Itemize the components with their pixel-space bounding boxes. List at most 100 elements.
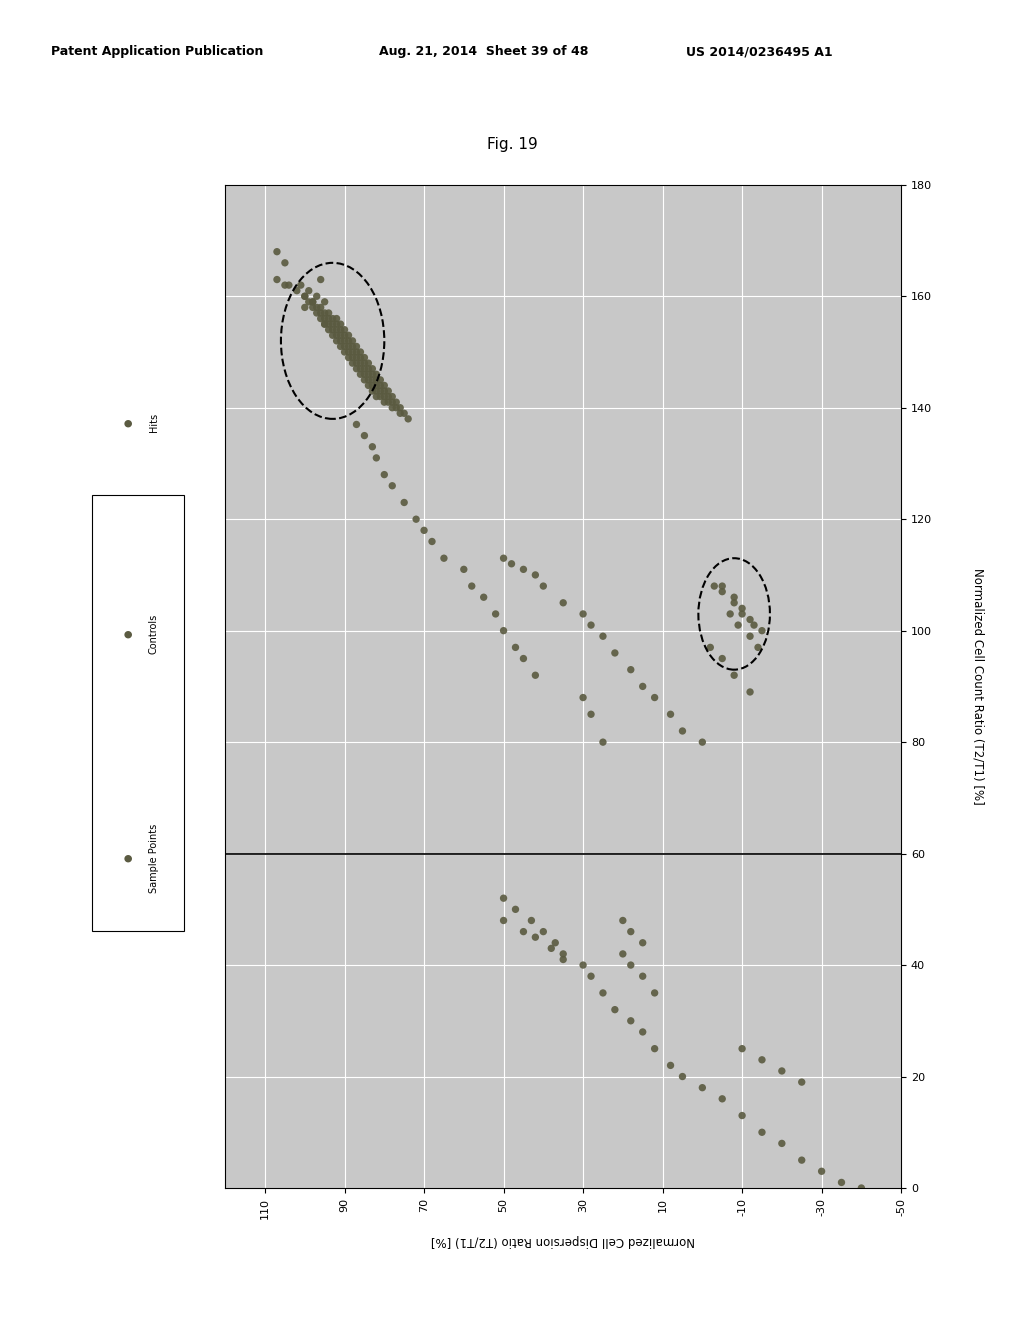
Point: [527, 565, 544, 586]
Point: [304, 297, 321, 318]
Point: [308, 302, 325, 323]
Point: [380, 385, 396, 407]
Text: ●: ●: [123, 418, 133, 426]
Point: [741, 626, 758, 647]
Point: [333, 325, 349, 346]
Point: [754, 620, 770, 642]
Point: [329, 314, 345, 335]
Point: [614, 909, 631, 931]
Point: [308, 285, 325, 306]
Point: [754, 1122, 770, 1143]
Point: [392, 397, 409, 418]
Point: [623, 1010, 639, 1031]
Point: [741, 609, 758, 630]
Point: [301, 280, 317, 301]
Point: [372, 380, 388, 401]
Point: [496, 887, 512, 908]
Point: [348, 347, 365, 368]
Point: [496, 548, 512, 569]
Point: [464, 576, 480, 597]
Text: US 2014/0236495 A1: US 2014/0236495 A1: [686, 45, 833, 58]
Point: [344, 342, 360, 363]
Point: [794, 1072, 810, 1093]
Point: [316, 308, 333, 329]
Text: Sample Points: Sample Points: [148, 824, 159, 892]
Point: [635, 932, 651, 953]
Point: [595, 626, 611, 647]
Point: [348, 414, 365, 436]
Text: Controls: Controls: [133, 750, 141, 787]
Point: [321, 308, 337, 329]
Point: [369, 385, 385, 407]
Point: [369, 380, 385, 401]
Point: [496, 909, 512, 931]
Point: [496, 620, 512, 642]
Point: [376, 465, 392, 486]
Point: [304, 292, 321, 313]
Point: [336, 319, 352, 341]
Point: [325, 319, 341, 341]
Point: [574, 603, 591, 624]
Point: [754, 1049, 770, 1071]
Point: [340, 335, 356, 356]
Point: [293, 275, 309, 296]
Point: [333, 330, 349, 351]
Point: [336, 330, 352, 351]
Point: [325, 325, 341, 346]
Point: [574, 686, 591, 708]
Point: [308, 297, 325, 318]
Point: [408, 508, 424, 529]
Point: [555, 593, 571, 614]
Y-axis label: Normalized Cell Count Ratio (T2/T1) [%]: Normalized Cell Count Ratio (T2/T1) [%]: [972, 568, 985, 805]
Point: [336, 325, 352, 346]
Point: [663, 1055, 679, 1076]
Point: [356, 370, 373, 391]
Point: [340, 347, 356, 368]
Point: [376, 380, 392, 401]
Point: [515, 921, 531, 942]
Point: [536, 576, 552, 597]
Point: [376, 392, 392, 413]
Text: Patent Application Publication: Patent Application Publication: [51, 45, 263, 58]
Point: [487, 603, 504, 624]
Point: [304, 292, 321, 313]
Point: [325, 314, 341, 335]
Point: [360, 370, 377, 391]
Point: [424, 531, 440, 552]
Text: Aug. 21, 2014  Sheet 39 of 48: Aug. 21, 2014 Sheet 39 of 48: [379, 45, 588, 58]
Point: [623, 954, 639, 975]
Point: [365, 380, 381, 401]
Point: [365, 436, 381, 457]
Point: [583, 704, 599, 725]
Point: [333, 314, 349, 335]
Point: [507, 636, 523, 657]
Point: [574, 954, 591, 975]
Point: [329, 330, 345, 351]
Point: [344, 335, 360, 356]
Point: [276, 275, 293, 296]
Point: [297, 285, 313, 306]
Point: [336, 335, 352, 356]
Point: [333, 319, 349, 341]
Point: [527, 927, 544, 948]
Point: [372, 375, 388, 396]
Point: [646, 982, 663, 1003]
Point: [583, 615, 599, 636]
Point: [384, 385, 400, 407]
Point: [515, 558, 531, 579]
Point: [325, 308, 341, 329]
Point: [336, 342, 352, 363]
Point: [726, 665, 742, 686]
Point: [714, 576, 730, 597]
Point: [646, 686, 663, 708]
Point: [750, 636, 766, 657]
Point: [321, 314, 337, 335]
Point: [536, 921, 552, 942]
Point: [635, 966, 651, 987]
Point: [504, 553, 520, 574]
Point: [834, 1172, 850, 1193]
Point: [853, 1177, 869, 1199]
Point: [707, 576, 723, 597]
Point: [523, 909, 540, 931]
Point: [583, 966, 599, 987]
